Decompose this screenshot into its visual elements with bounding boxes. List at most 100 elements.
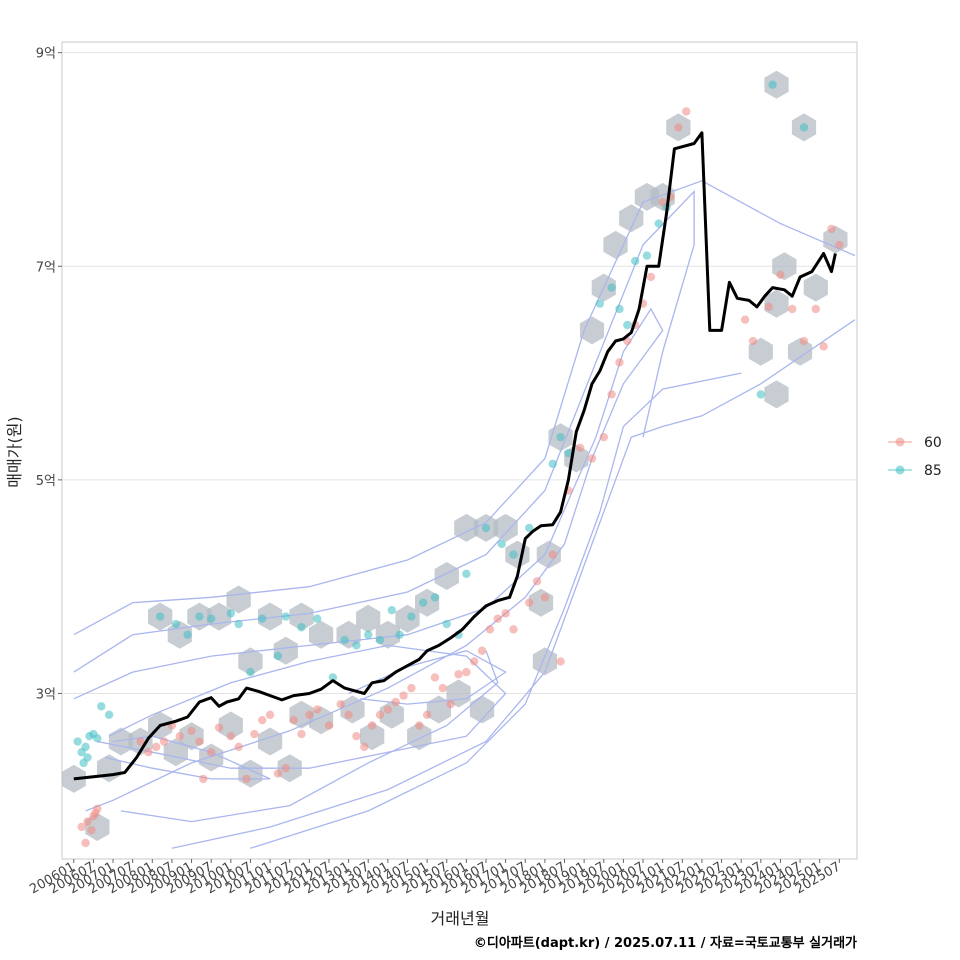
density-contours [73,180,856,849]
legend-label: 85 [924,463,942,479]
data-points [73,80,844,848]
data-point-60 [242,774,251,784]
data-point-60 [509,625,518,634]
x-axis-title: 거래년월 [431,909,490,928]
data-point-85 [462,569,471,579]
data-point-85 [407,612,416,621]
data-point-60 [540,593,550,602]
hexbin-cell [764,289,789,318]
data-point-85 [524,523,534,533]
hexbin-cell [163,738,188,767]
data-point-60 [587,454,597,463]
hexbin-cell [356,604,381,633]
hexbin-cell [764,380,789,409]
data-point-85 [395,630,404,639]
data-point-85 [258,614,267,623]
data-point-85 [195,612,204,621]
data-point-60 [250,729,259,739]
data-point-60 [799,336,809,346]
data-point-85 [297,623,306,632]
data-point-60 [446,699,455,709]
density-contour [171,319,856,849]
hexbin-cell [407,722,432,751]
hexbin-cell [226,585,251,614]
data-point-60 [81,838,90,848]
data-point-85 [155,612,165,621]
data-point-60 [454,670,463,679]
data-point-60 [646,272,656,282]
hexbin-cell [309,620,334,649]
data-point-85 [312,614,322,623]
data-point-60 [835,240,844,250]
hexbin-cell [257,727,283,756]
y-tick-label: 3억 [36,687,56,702]
data-point-60 [77,822,86,832]
data-point-85 [595,299,605,308]
data-point-85 [273,651,283,661]
data-point-60 [607,390,616,399]
y-tick-label: 5억 [36,474,56,489]
panel-border [61,41,858,860]
density-contour [250,372,742,849]
data-point-60 [462,667,471,677]
hexbin-cell [218,711,243,740]
data-point-60 [136,737,145,746]
y-axis-title: 매매가(원) [5,416,24,487]
data-point-60 [764,302,773,312]
data-point-85 [352,641,361,650]
data-point-60 [811,304,820,314]
legend-key-point [895,437,905,447]
data-point-60 [576,443,585,453]
hexbin-cell [108,727,133,756]
data-point-60 [501,609,510,618]
data-point-85 [375,635,385,645]
data-point-85 [768,80,777,89]
data-point-85 [234,619,243,629]
data-point-60 [524,598,534,607]
data-point-85 [246,667,255,677]
data-point-60 [415,721,424,730]
source-caption: ©디아파트(dapt.kr) / 2025.07.11 / 자료=국토교통부 실… [474,935,857,951]
data-point-60 [195,737,204,746]
data-point-60 [375,710,385,720]
hexbin-cell [395,604,420,633]
data-point-60 [344,710,353,720]
density-contour [97,644,507,769]
hexbin-cell [469,695,495,724]
data-point-60 [493,614,502,623]
data-point-85 [654,219,663,228]
data-point-85 [226,609,236,618]
trend-line [73,131,837,781]
hexbin-cell [434,562,459,590]
legend-label: 60 [924,435,942,451]
data-point-60 [83,817,92,826]
data-point-85 [93,734,102,743]
data-point-60 [273,769,283,778]
data-point-60 [748,336,758,346]
data-point-60 [312,705,322,714]
data-point-60 [187,726,196,736]
data-point-60 [776,270,785,280]
data-point-60 [819,342,828,351]
hexbin-cell [493,513,518,542]
data-point-60 [265,710,275,720]
data-point-85 [564,448,573,458]
data-point-85 [623,320,632,330]
data-point-60 [199,774,208,784]
data-point-85 [79,758,88,768]
y-tick-label: 7억 [36,260,56,275]
hexbin-cell [289,602,314,631]
trend-line-layer [73,131,837,781]
data-point-60 [324,721,334,730]
hexbin-cell [787,337,813,366]
data-point-60 [438,683,448,693]
data-point-85 [81,742,90,752]
data-point-60 [258,715,267,725]
data-point-60 [206,748,216,757]
density-contour [73,189,695,673]
data-point-60 [297,729,306,739]
data-point-60 [383,705,393,714]
data-point-60 [485,625,495,634]
data-point-60 [336,699,345,709]
